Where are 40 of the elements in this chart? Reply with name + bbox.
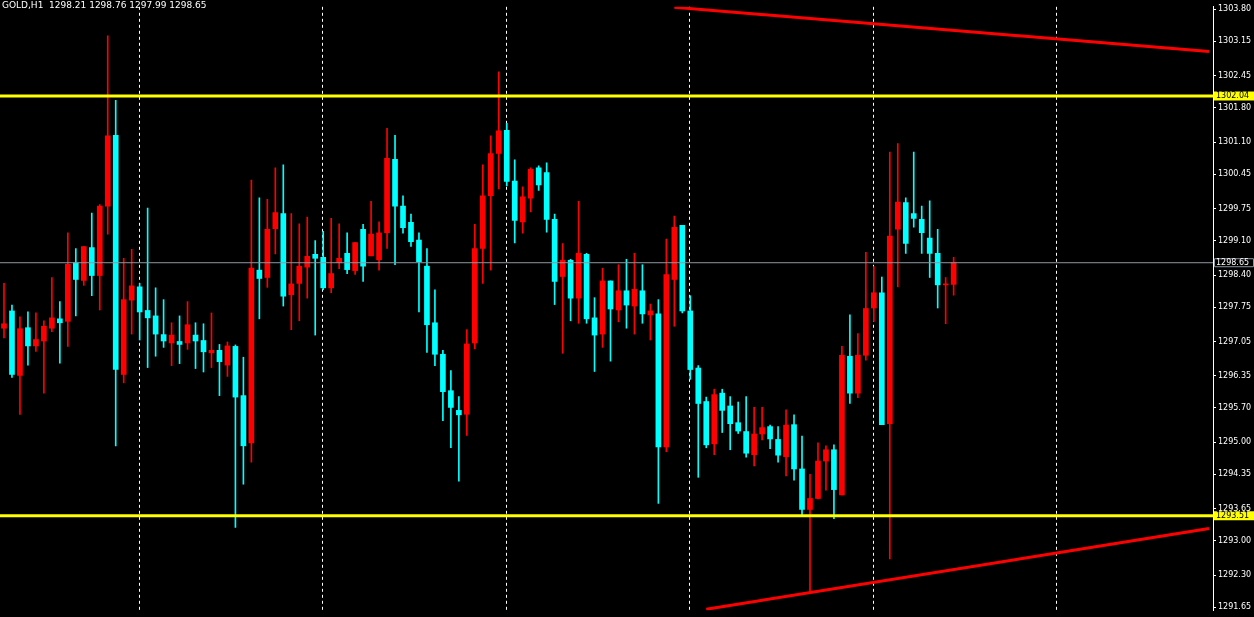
candlestick [288,213,295,330]
y-tick-label: 1292.30 [1218,570,1252,580]
y-tick-label: 1299.75 [1218,203,1252,213]
candlestick [456,396,462,482]
candlestick [296,223,303,322]
candlestick [128,249,135,335]
candlestick [910,151,917,228]
candlestick [272,167,279,255]
y-tick-label: 1295.00 [1218,437,1252,447]
y-tick-label: 1303.80 [1218,4,1252,14]
y-tick-label: 1293.00 [1218,535,1252,545]
y-tick-label: 1300.45 [1218,169,1252,179]
candlestick [926,200,933,278]
candlestick [49,277,55,332]
candlestick [312,240,319,336]
y-tick-label: 1296.35 [1218,371,1252,381]
y-tick-label: 1301.10 [1218,137,1252,147]
y-tick-label: 1291.65 [1218,602,1252,612]
y-tick-label: 1302.45 [1218,70,1252,80]
y-tick-label: 1303.15 [1218,36,1252,46]
candlestick [304,216,311,299]
y-tick-label: 1295.70 [1218,403,1252,412]
ref-line-label: 1298.65 [1216,257,1250,267]
candlestick [894,143,901,288]
candlestick [448,370,454,449]
y-tick-label: 1294.35 [1218,469,1252,479]
y-tick-label: 1297.05 [1218,336,1252,346]
candlestick [495,71,502,190]
candlestick [33,312,39,352]
y-tick-label: 1298.40 [1218,270,1252,280]
candlestick [1,283,7,339]
y-tick-label: 1299.10 [1218,235,1252,245]
candlestick [759,407,765,441]
y-tick-label: 1301.80 [1218,102,1252,112]
y-tick-label: 1297.75 [1218,302,1252,312]
chart-title: GOLD,H1 1298.21 1298.76 1297.99 1298.65 [2,0,207,10]
ref-line-label: 1302.04 [1216,90,1250,100]
candlestick [41,320,47,394]
candlestick [328,218,335,294]
candlestick [57,301,63,364]
